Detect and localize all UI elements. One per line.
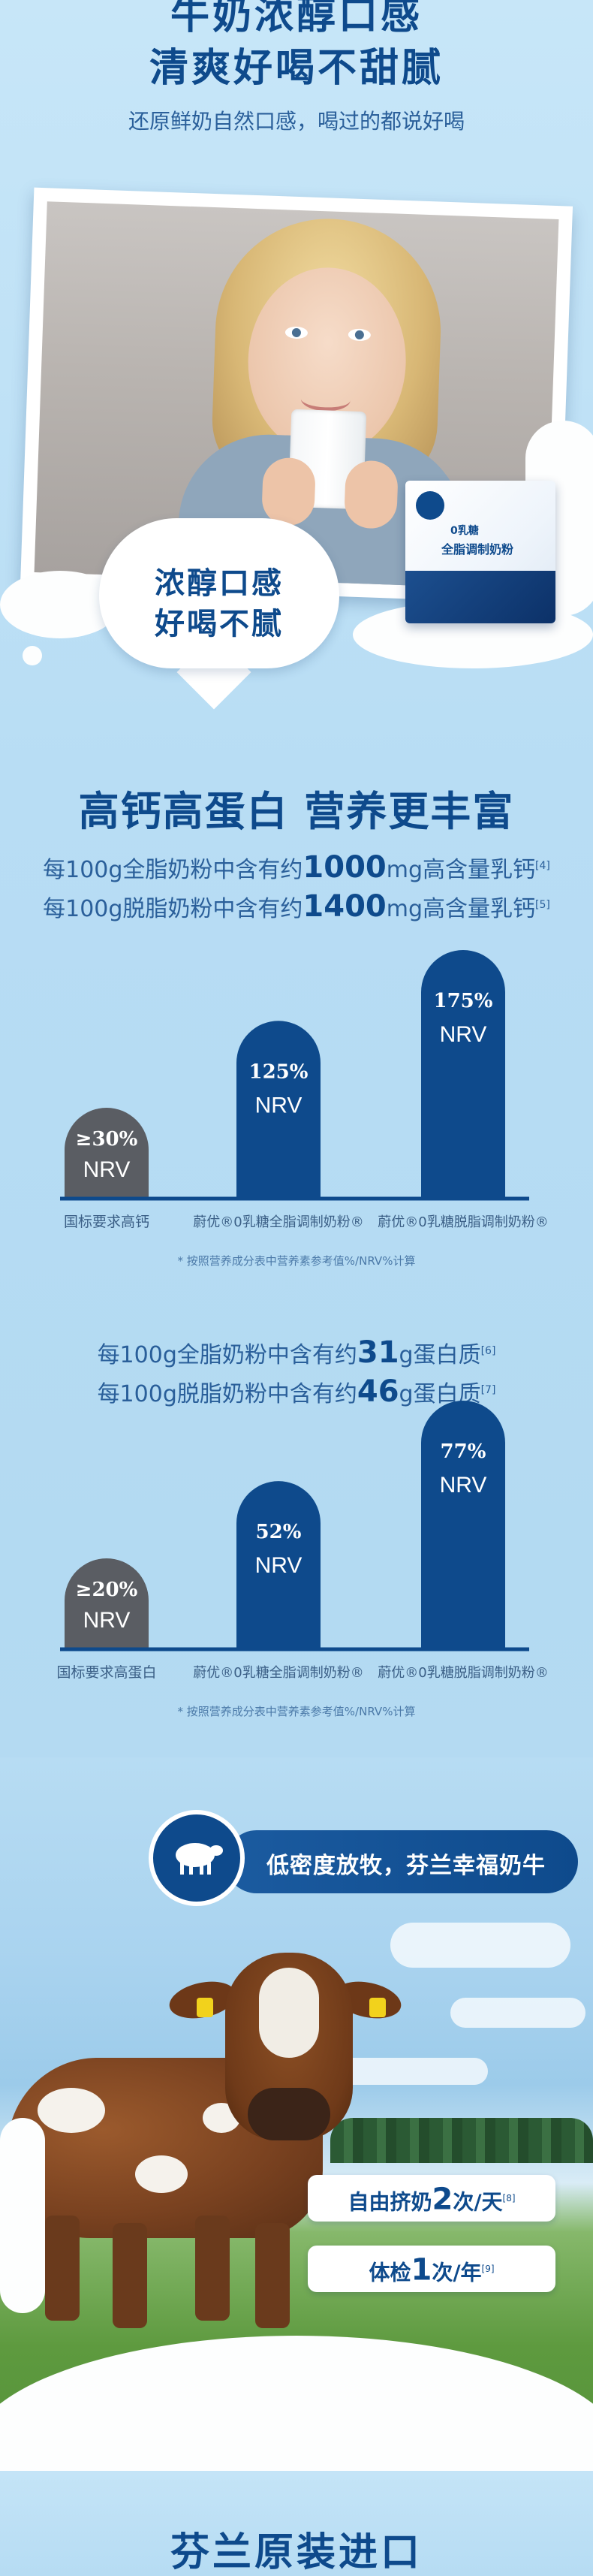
hero-title-line2: 清爽好喝不甜腻 <box>149 46 444 91</box>
bar-value-label-0: ≥20% <box>76 1579 138 1601</box>
bar-value-label-2: 175% <box>434 990 493 1012</box>
bar-unit-label-0: NRV <box>83 1157 131 1182</box>
taste-badge: 浓醇口感 好喝不腻 <box>99 518 339 668</box>
ear-tag-icon <box>197 1998 213 2017</box>
bar-unit-label-2: NRV <box>440 1473 487 1498</box>
checkup-suffix: 次/年 <box>432 2260 482 2285</box>
bar-value-label-1: 125% <box>249 1060 309 1083</box>
cloud <box>338 2058 488 2085</box>
checkup-pill: 体检1次/年[9] <box>308 2246 555 2292</box>
pasture-banner-text: 低密度放牧，芬兰幸福奶牛 <box>266 1853 546 1879</box>
milking-suffix: 次/天 <box>453 2189 503 2215</box>
bar-unit-label-1: NRV <box>255 1553 303 1578</box>
bar-unit-label-1: NRV <box>255 1093 303 1118</box>
cow-spot <box>38 2088 105 2133</box>
taste-badge-line1: 浓醇口感 <box>155 566 284 601</box>
protein-line2: 每100g脱脂奶粉中含有约46g蛋白质[7] <box>0 1374 593 1409</box>
cow-leg <box>113 2223 147 2328</box>
protein-footnote: * 按照营养成分表中营养素参考值%/NRV%计算 <box>177 1705 416 1718</box>
category-label-1: 蔚优®0乳糖全脂调制奶粉® <box>193 1214 363 1228</box>
cow-face-blaze <box>259 1968 319 2058</box>
protein-line1-ref: [6] <box>480 1345 496 1357</box>
bar-0 <box>65 1558 149 1648</box>
category-label-2: 蔚优®0乳糖脱脂调制奶粉® <box>378 1665 548 1679</box>
milk-splash-left <box>0 2118 45 2313</box>
protein-line1-suffix: g蛋白质 <box>399 1342 481 1368</box>
milking-pill: 自由挤奶2次/天[8] <box>308 2175 555 2222</box>
product-box: 0乳糖 全脂调制奶粉 <box>405 481 555 623</box>
pasture-banner: 低密度放牧，芬兰幸福奶牛 <box>225 1830 578 1893</box>
protein-line1-prefix: 每100g全脂奶粉中含有约 <box>97 1342 357 1368</box>
calcium-chart: ≥30% NRV 国标要求高钙 125% NRV 蔚优®0乳糖全脂调制奶粉® 175% NRV… <box>0 943 593 1228</box>
brand-seal-icon <box>416 491 444 520</box>
cow-leg <box>255 2223 290 2328</box>
taste-badge-line2: 好喝不腻 <box>155 607 284 641</box>
pasture-badge <box>149 1810 245 1906</box>
smile <box>300 387 351 412</box>
milking-prefix: 自由挤奶 <box>348 2189 432 2215</box>
bar-value-label-0: ≥30% <box>76 1128 138 1151</box>
protein-line1-value: 31 <box>357 1335 399 1370</box>
cloud <box>450 1998 585 2028</box>
category-label-2: 蔚优®0乳糖脱脂调制奶粉® <box>378 1214 548 1228</box>
product-band <box>405 571 555 623</box>
calcium-line2-suffix: mg高含量乳钙 <box>386 896 536 922</box>
cow-nose <box>248 2088 330 2140</box>
milking-ref: [8] <box>502 2193 516 2203</box>
bar-0 <box>65 1108 149 1198</box>
bar-2 <box>421 950 505 1198</box>
product-line2: 全脂调制奶粉 <box>441 542 514 557</box>
calcium-line1-suffix: mg高含量乳钙 <box>386 857 536 883</box>
eye-right <box>348 328 372 342</box>
bar-value-label-1: 52% <box>256 1521 302 1543</box>
cow-spot <box>135 2155 188 2193</box>
ear-tag-icon <box>369 1998 386 2017</box>
hero-subtitle: 还原鲜奶自然口感，喝过的都说好喝 <box>128 109 465 134</box>
calcium-line2-prefix: 每100g脱脂奶粉中含有约 <box>43 896 303 922</box>
cow-leg <box>45 2216 80 2321</box>
milking-value: 2 <box>432 2182 453 2217</box>
bottom-title: 芬兰原装进口 <box>170 2530 423 2575</box>
calcium-line2-ref: [5] <box>535 899 550 911</box>
hand-left <box>260 457 317 526</box>
sheep-icon <box>176 1843 223 1875</box>
checkup-value: 1 <box>411 2252 432 2288</box>
protein-line2-ref: [7] <box>480 1384 496 1396</box>
forest <box>330 2118 593 2163</box>
eye-left <box>284 326 309 339</box>
hand-right <box>343 460 399 529</box>
bar-1 <box>236 1481 321 1648</box>
calcium-line2: 每100g脱脂奶粉中含有约1400mg高含量乳钙[5] <box>0 889 593 924</box>
bar-value-label-2: 77% <box>441 1440 486 1463</box>
bar-unit-label-0: NRV <box>83 1608 131 1633</box>
calcium-chart-svg: ≥30% NRV 国标要求高钙 125% NRV 蔚优®0乳糖全脂调制奶粉® 175% NRV… <box>60 950 549 1228</box>
cow-leg <box>195 2216 230 2321</box>
protein-chart-svg: ≥20% NRV 国标要求高蛋白 52% NRV 蔚优®0乳糖全脂调制奶粉® 77% NRV 蔚… <box>56 1401 549 1679</box>
calcium-line1: 每100g全脂奶粉中含有约1000mg高含量乳钙[4] <box>0 850 593 885</box>
protein-line1: 每100g全脂奶粉中含有约31g蛋白质[6] <box>0 1335 593 1370</box>
calcium-footnote: * 按照营养成分表中营养素参考值%/NRV%计算 <box>177 1254 416 1268</box>
milk-drop <box>23 646 42 665</box>
bar-2 <box>421 1401 505 1648</box>
protein-line2-prefix: 每100g脱脂奶粉中含有约 <box>97 1381 357 1407</box>
calcium-line2-value: 1400 <box>303 889 387 924</box>
section-title: 高钙高蛋白 营养更丰富 <box>78 788 515 835</box>
hero-title-line1: 牛奶浓醇口感 <box>170 0 423 38</box>
calcium-line1-prefix: 每100g全脂奶粉中含有约 <box>43 857 303 883</box>
bottom-band <box>0 2471 593 2576</box>
protein-chart: ≥20% NRV 国标要求高蛋白 52% NRV 蔚优®0乳糖全脂调制奶粉® 77% NRV 蔚… <box>0 1393 593 1679</box>
checkup-ref: [9] <box>481 2264 495 2274</box>
category-label-0: 国标要求高钙 <box>64 1214 149 1228</box>
bar-unit-label-2: NRV <box>440 1022 487 1047</box>
bar-1 <box>236 1021 321 1198</box>
category-label-0: 国标要求高蛋白 <box>56 1664 156 1679</box>
calcium-line1-value: 1000 <box>303 850 387 885</box>
product-line1: 0乳糖 <box>450 525 479 537</box>
category-label-1: 蔚优®0乳糖全脂调制奶粉® <box>193 1665 363 1679</box>
calcium-line1-ref: [4] <box>535 860 550 872</box>
cloud <box>390 1923 570 1968</box>
checkup-prefix: 体检 <box>369 2260 411 2285</box>
protein-line2-value: 46 <box>357 1374 399 1409</box>
